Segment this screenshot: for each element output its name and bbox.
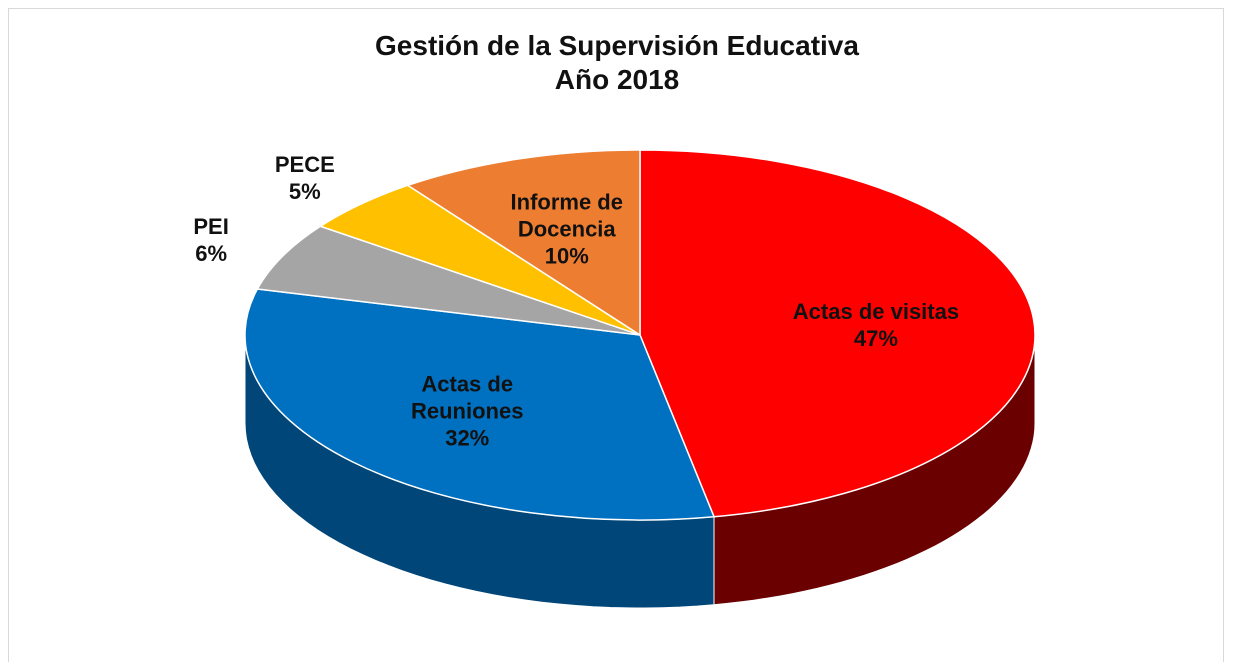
value-label: 32% [445, 425, 490, 451]
slice-label: PECE 5% [220, 151, 390, 205]
slice-label: PEI 6% [126, 213, 296, 267]
slice-label: Informe de Docencia 10% [482, 189, 652, 270]
category-label: Informe de Docencia [510, 189, 623, 242]
category-label: PECE [274, 152, 335, 178]
slice-label: Actas de Reuniones 32% [382, 370, 552, 451]
value-label: 10% [544, 243, 589, 269]
slice [256, 225, 641, 336]
chart-frame [8, 8, 1224, 662]
slice [406, 149, 641, 337]
chart-title: Gestión de la Supervisión Educativa [375, 30, 859, 61]
slice-label: Actas de visitas 47% [791, 298, 961, 352]
slice [244, 288, 716, 521]
category-label: Actas de visitas [792, 298, 960, 324]
slice [639, 149, 1036, 518]
value-label: 6% [195, 241, 227, 267]
value-label: 47% [853, 325, 898, 351]
category-label: PEI [193, 214, 229, 240]
value-label: 5% [288, 179, 321, 205]
category-label: Actas de Reuniones [411, 371, 524, 424]
chart-subtitle: Año 2018 [554, 64, 680, 95]
